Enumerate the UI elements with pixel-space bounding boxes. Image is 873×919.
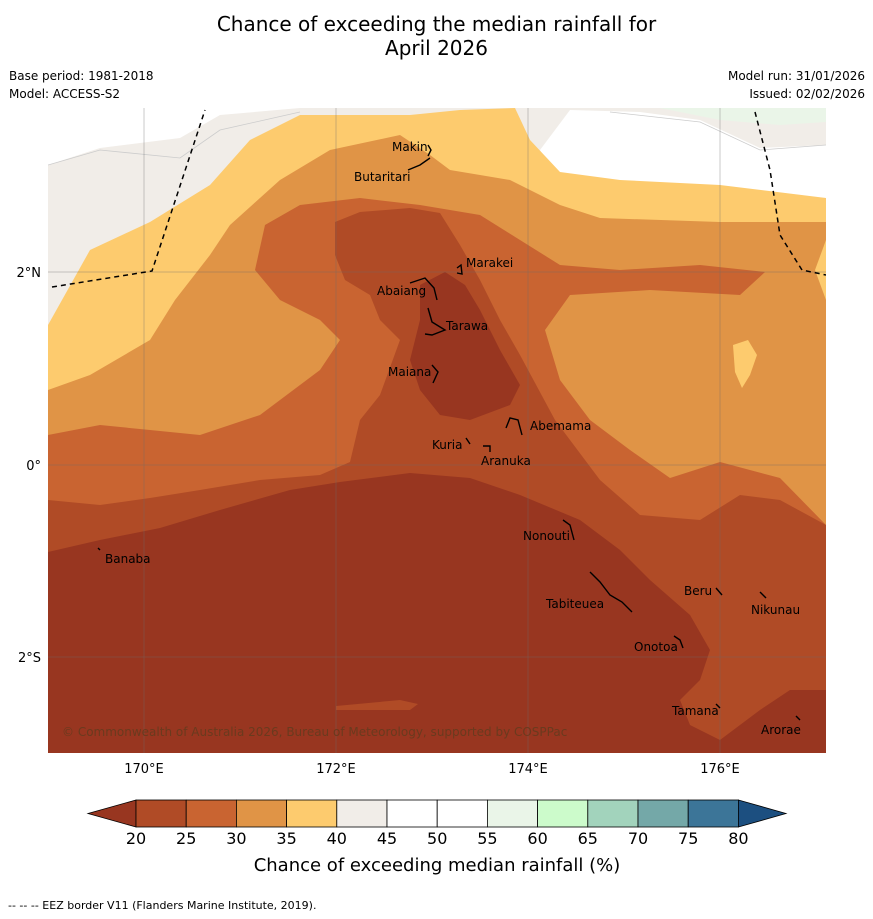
colorbar-segment <box>286 799 338 828</box>
colorbar-segment <box>386 799 438 828</box>
model-run: Model run: 31/01/2026 <box>727 69 865 83</box>
label-tabiteuea: Tabiteuea <box>545 597 604 611</box>
colorbar-segment <box>436 799 488 828</box>
y-tick-0: 0° <box>26 459 41 474</box>
x-tick-176e: 176°E <box>700 762 740 777</box>
rainfall-contours: Makin Butaritari Marakei Abaiang Tarawa … <box>48 108 826 753</box>
eez-footnote: -- -- -- EEZ border V11 (Flanders Marine… <box>8 899 317 912</box>
eez-border-east <box>754 111 826 276</box>
colorbar-label: Chance of exceeding median rainfall (%) <box>254 855 621 876</box>
label-kuria: Kuria <box>432 438 463 452</box>
meta-right: Model run: 31/01/2026 Issued: 02/02/2026 <box>728 67 865 103</box>
colorbar-tick: 60 <box>527 829 547 848</box>
x-tick-172e: 172°E <box>316 762 356 777</box>
label-abemama: Abemama <box>530 419 591 433</box>
label-banaba: Banaba <box>105 552 151 566</box>
colorbar-tick: 30 <box>226 829 246 848</box>
label-onotoa: Onotoa <box>634 640 678 654</box>
model-name: Model: ACCESS-S2 <box>9 87 121 101</box>
colorbar-tick: 40 <box>327 829 347 848</box>
colorbar-tick: 35 <box>276 829 296 848</box>
x-tick-170e: 170°E <box>124 762 164 777</box>
colorbar-segment <box>185 799 237 828</box>
axis-ticks: 170°E 172°E 174°E 176°E 2°N 0° 2°S <box>17 266 740 777</box>
colorbar-tick: 75 <box>678 829 698 848</box>
colorbar: 20 25 30 35 40 45 50 55 60 65 70 75 80 <box>86 799 788 848</box>
colorbar-segment <box>235 799 287 828</box>
gridlines <box>48 108 826 753</box>
map-title: Chance of exceeding the median rainfall … <box>0 12 873 60</box>
issued-date: Issued: 02/02/2026 <box>749 87 865 101</box>
colorbar-tick: 25 <box>176 829 196 848</box>
colorbar-segment <box>687 799 739 828</box>
island-labels: Makin Butaritari Marakei Abaiang Tarawa … <box>105 140 801 737</box>
label-maiana: Maiana <box>388 365 431 379</box>
copyright-notice: © Commonwealth of Australia 2026, Bureau… <box>62 725 567 739</box>
colorbar-extend-low <box>86 799 137 828</box>
label-marakei: Marakei <box>466 256 513 270</box>
colorbar-segment <box>135 799 187 828</box>
colorbar-tick: 70 <box>628 829 648 848</box>
label-nonouti: Nonouti <box>523 529 570 543</box>
contour-line-1 <box>48 111 301 166</box>
label-nikunau: Nikunau <box>751 603 800 617</box>
label-makin: Makin <box>392 140 428 154</box>
label-butaritari: Butaritari <box>354 170 411 184</box>
label-beru: Beru <box>684 584 712 598</box>
colorbar-segment <box>637 799 689 828</box>
title-line-1: Chance of exceeding the median rainfall … <box>216 12 657 36</box>
colorbar-tick: 65 <box>578 829 598 848</box>
contour-below-20-north <box>410 272 520 420</box>
y-tick-2n: 2°N <box>17 266 42 281</box>
colorbar-extend-high <box>738 799 788 828</box>
label-tarawa: Tarawa <box>445 319 488 333</box>
base-period: Base period: 1981-2018 <box>9 69 154 83</box>
contour-line-2 <box>609 111 826 151</box>
label-arorae: Arorae <box>761 723 801 737</box>
contour-patch-edge <box>815 240 826 300</box>
colorbar-tick: 45 <box>377 829 397 848</box>
eez-border-west <box>51 109 206 288</box>
label-tamana: Tamana <box>671 704 719 718</box>
colorbar-tick: 80 <box>728 829 748 848</box>
island-outlines <box>97 144 801 721</box>
label-abaiang: Abaiang <box>377 284 426 298</box>
contour-patch-south <box>336 700 418 710</box>
label-aranuka: Aranuka <box>481 454 531 468</box>
contour-55-60 <box>660 108 826 125</box>
colorbar-tick: 50 <box>427 829 447 848</box>
colorbar-segment <box>336 799 388 828</box>
contour-patch-east <box>733 340 757 388</box>
contour-below-20 <box>48 473 826 753</box>
x-tick-174e: 174°E <box>508 762 548 777</box>
y-tick-2s: 2°S <box>18 651 41 666</box>
meta-left: Base period: 1981-2018 Model: ACCESS-S2 <box>9 67 154 103</box>
colorbar-segment <box>537 799 589 828</box>
colorbar-tick: 20 <box>126 829 146 848</box>
colorbar-tick: 55 <box>477 829 497 848</box>
colorbar-segment <box>486 799 538 828</box>
title-line-2: April 2026 <box>385 36 488 60</box>
colorbar-segment <box>587 799 639 828</box>
